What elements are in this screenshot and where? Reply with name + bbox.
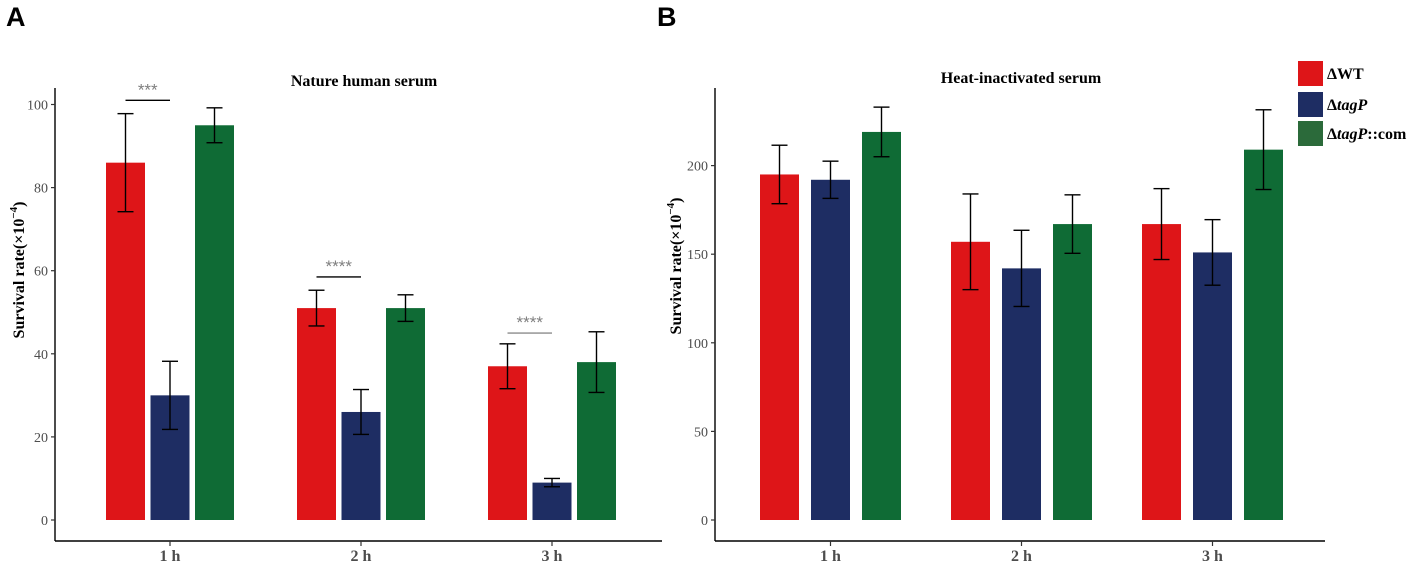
- error-bar: [1153, 187, 1170, 261]
- error-bars-a: [117, 107, 605, 488]
- bar: [297, 308, 336, 520]
- error-bar: [1013, 229, 1030, 308]
- error-bar: [588, 331, 605, 394]
- y-axis-label-b-text: Survival rate(×10: [668, 215, 685, 335]
- y-axis-label-b: Survival rate(×10−4): [665, 198, 685, 335]
- bars-a: [106, 125, 616, 521]
- panel-b: B Heat-inactivated serum Survival rate(×…: [657, 2, 1325, 565]
- chart-title-b: Heat-inactivated serum: [941, 70, 1102, 87]
- x-tick-label: 2 h: [1011, 548, 1032, 565]
- y-axis-label-a-text: Survival rate(×10: [11, 219, 28, 339]
- legend-swatch-tagp: [1298, 92, 1323, 117]
- legend-label-tagp: ΔtagP: [1327, 97, 1367, 114]
- legend-label-wt-main: WT: [1337, 66, 1364, 83]
- chart-title-a: Nature human serum: [291, 73, 438, 90]
- bar: [760, 174, 799, 520]
- error-bar: [308, 289, 325, 327]
- error-bar: [544, 477, 560, 488]
- panel-label-a: A: [6, 2, 26, 32]
- y-tick-label: 20: [34, 431, 48, 446]
- error-bar: [1204, 218, 1221, 286]
- x-tick-label: 3 h: [1202, 548, 1223, 565]
- bars-b: [760, 131, 1283, 521]
- y-tick-label: 40: [34, 348, 48, 363]
- bar: [1193, 252, 1232, 521]
- bar: [195, 125, 234, 521]
- y-axis-label-a-exponent: −4: [8, 206, 20, 218]
- error-bars-b: [771, 106, 1272, 308]
- bar: [1002, 268, 1041, 520]
- y-tick-label: 200: [687, 160, 708, 175]
- panel-label-b: B: [657, 2, 677, 32]
- legend-label-wt-prefix: Δ: [1327, 66, 1337, 83]
- y-tick-label: 150: [687, 248, 708, 263]
- y-tick-label: 100: [687, 337, 708, 352]
- bar: [1244, 149, 1283, 521]
- x-tick-label: 1 h: [160, 548, 181, 565]
- x-tick-label: 2 h: [351, 548, 372, 565]
- legend-label-tagp-com-main: tagP: [1337, 126, 1367, 143]
- y-tick-label: 60: [34, 265, 48, 280]
- significance-a: ***********: [125, 80, 552, 334]
- error-bar: [397, 294, 414, 323]
- x-tick-label: 1 h: [820, 548, 841, 565]
- y-tick-label: 0: [701, 514, 708, 529]
- error-bar: [117, 112, 134, 213]
- error-bar: [162, 360, 178, 431]
- legend: ΔWT ΔtagP ΔtagP::com: [1298, 61, 1407, 146]
- y-ticks-a: 0 20 40 60 80 100: [27, 99, 55, 529]
- legend-label-tagp-com-prefix: Δ: [1327, 126, 1337, 143]
- error-bar: [822, 160, 839, 200]
- error-bar: [962, 193, 979, 291]
- bar: [488, 366, 527, 520]
- y-tick-label: 80: [34, 182, 48, 197]
- legend-swatch-tagp-com: [1298, 121, 1323, 146]
- y-axis-label-a: Survival rate(×10−4): [8, 202, 28, 339]
- legend-label-tagp-prefix: Δ: [1327, 97, 1337, 114]
- bar: [532, 482, 572, 520]
- significance-label: ****: [326, 257, 353, 276]
- error-bar: [1255, 109, 1272, 191]
- bar: [862, 131, 901, 520]
- y-axis-label-b-exponent: −4: [665, 202, 677, 214]
- y-axis-label-a-close: ): [11, 202, 28, 207]
- error-bar: [353, 388, 369, 436]
- error-bar: [771, 144, 788, 205]
- error-bar: [1064, 194, 1081, 255]
- legend-swatch-wt: [1298, 61, 1323, 86]
- panel-a: A Nature human serum Survival rate(×10−4…: [6, 2, 662, 565]
- error-bar: [206, 107, 223, 144]
- legend-label-tagp-com-suffix: ::com: [1367, 126, 1407, 143]
- x-ticks-b: 1 h 2 h 3 h: [820, 541, 1223, 565]
- error-bar: [873, 106, 890, 158]
- bar: [1053, 224, 1092, 521]
- bar: [106, 162, 145, 521]
- x-ticks-a: 1 h 2 h 3 h: [160, 541, 563, 565]
- bar: [386, 308, 425, 520]
- bar: [811, 179, 850, 520]
- x-tick-label: 3 h: [542, 548, 563, 565]
- y-axis-label-b-close: ): [668, 198, 685, 203]
- y-ticks-b: 0 50 100 150 200: [687, 160, 715, 529]
- error-bar: [499, 343, 516, 390]
- y-tick-label: 0: [41, 514, 48, 529]
- legend-label-tagp-com: ΔtagP::com: [1327, 126, 1407, 143]
- significance-label: ***: [138, 80, 158, 99]
- legend-label-wt: ΔWT: [1327, 66, 1364, 83]
- legend-label-tagp-main: tagP: [1337, 97, 1367, 114]
- y-tick-label: 50: [694, 425, 708, 440]
- significance-label: ****: [517, 313, 544, 332]
- y-tick-label: 100: [27, 99, 48, 114]
- bar: [1142, 224, 1181, 521]
